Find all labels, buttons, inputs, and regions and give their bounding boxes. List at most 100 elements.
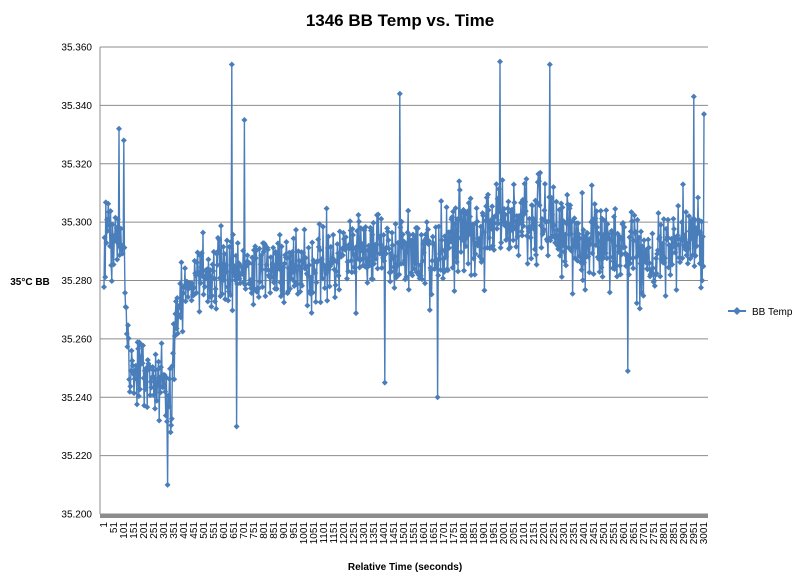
x-axis-label: Relative Time (seconds) xyxy=(348,562,462,573)
data-point xyxy=(260,248,267,255)
data-point xyxy=(121,244,128,251)
data-point xyxy=(131,390,137,397)
data-point xyxy=(135,345,142,352)
data-point xyxy=(628,209,635,216)
x-tick-label: 451 xyxy=(189,522,200,539)
data-point xyxy=(366,258,373,265)
data-point xyxy=(312,269,319,276)
data-point xyxy=(512,224,518,231)
data-point xyxy=(608,237,614,244)
x-tick-label: 1851 xyxy=(469,522,480,545)
data-point xyxy=(673,286,680,293)
data-point xyxy=(497,58,503,65)
data-point xyxy=(691,263,698,270)
data-point xyxy=(179,328,186,335)
data-point xyxy=(167,429,174,436)
data-point xyxy=(255,285,262,292)
data-point xyxy=(441,233,448,240)
data-point xyxy=(317,247,323,254)
data-point xyxy=(283,238,290,245)
data-point xyxy=(696,260,703,267)
legend-marker-diamond xyxy=(733,307,741,315)
data-point xyxy=(629,218,635,225)
data-point xyxy=(398,218,405,225)
data-point xyxy=(612,205,619,212)
data-point xyxy=(452,205,459,212)
x-tick-label: 2051 xyxy=(509,522,520,545)
data-point xyxy=(651,277,658,284)
data-point xyxy=(437,250,443,257)
data-point xyxy=(248,290,255,297)
data-point xyxy=(182,265,188,272)
data-point xyxy=(111,232,118,239)
x-tick-label: 1901 xyxy=(479,522,490,545)
data-point xyxy=(435,223,442,230)
x-tick-label: 1151 xyxy=(329,522,340,544)
x-tick-label: 2351 xyxy=(569,522,580,545)
data-point xyxy=(317,299,324,306)
data-point xyxy=(412,260,419,267)
data-point xyxy=(233,252,239,259)
data-point xyxy=(270,244,277,251)
data-point xyxy=(626,271,632,278)
x-tick-label: 2501 xyxy=(599,522,610,545)
data-point xyxy=(630,265,637,272)
data-point xyxy=(107,208,114,215)
data-point xyxy=(241,116,248,123)
data-point xyxy=(162,388,169,395)
data-point xyxy=(392,221,399,228)
data-point xyxy=(273,285,280,292)
data-point xyxy=(545,252,551,259)
data-point xyxy=(156,374,163,381)
data-point xyxy=(537,169,544,176)
x-tick-label: 2751 xyxy=(649,522,660,545)
x-tick-label: 1701 xyxy=(439,522,450,545)
data-point xyxy=(632,228,639,235)
data-point xyxy=(494,225,500,232)
data-point xyxy=(450,244,457,251)
data-point xyxy=(144,404,151,411)
data-point xyxy=(356,218,362,225)
data-point xyxy=(259,284,266,291)
data-point xyxy=(169,362,176,369)
data-point xyxy=(258,266,265,273)
data-point xyxy=(657,221,664,228)
x-tick-label: 2651 xyxy=(629,522,640,545)
data-point xyxy=(166,375,173,382)
data-point xyxy=(513,243,520,250)
data-point xyxy=(403,273,410,280)
data-point xyxy=(289,248,296,255)
data-point xyxy=(384,228,391,235)
data-point xyxy=(492,212,499,219)
data-point xyxy=(635,243,642,250)
data-point xyxy=(150,367,157,374)
data-point xyxy=(278,243,285,250)
data-point xyxy=(213,305,220,312)
data-point xyxy=(195,271,202,278)
y-tick-label: 35.360 xyxy=(61,43,92,54)
chart-title: 1346 BB Temp vs. Time xyxy=(306,11,494,30)
data-point xyxy=(262,293,269,300)
data-point xyxy=(505,198,512,205)
data-point xyxy=(670,215,677,222)
x-tick-label: 2451 xyxy=(589,522,600,545)
data-point xyxy=(653,255,659,262)
data-point xyxy=(110,261,117,268)
data-point xyxy=(533,261,540,268)
data-point xyxy=(562,231,569,238)
data-point xyxy=(391,284,398,291)
data-point xyxy=(404,249,410,256)
data-point xyxy=(538,244,545,251)
data-point xyxy=(156,417,163,424)
data-point xyxy=(221,276,227,283)
x-tick-label: 201 xyxy=(139,522,150,539)
data-point xyxy=(125,322,131,329)
data-point xyxy=(269,274,275,281)
data-point xyxy=(560,242,566,249)
data-point xyxy=(182,298,189,305)
data-point xyxy=(595,230,602,237)
data-point xyxy=(188,297,195,304)
data-point xyxy=(604,221,611,228)
data-point xyxy=(684,260,691,267)
data-point xyxy=(596,268,603,275)
